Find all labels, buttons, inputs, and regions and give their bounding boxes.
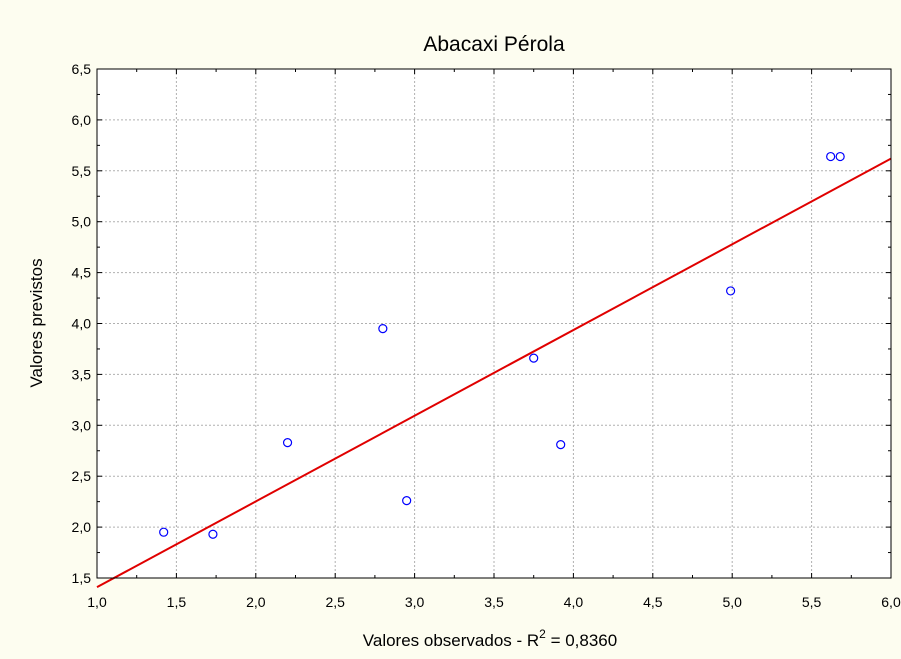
- data-point: [529, 353, 539, 363]
- y-tick-label: 6,0: [72, 112, 92, 128]
- data-point: [282, 438, 293, 448]
- y-tick-label: 5,5: [72, 163, 92, 179]
- x-tick-label: 4,0: [564, 594, 584, 610]
- data-point: [159, 527, 169, 537]
- grid-lines: [97, 69, 891, 578]
- data-point: [556, 440, 566, 450]
- y-tick-label: 3,5: [72, 366, 92, 382]
- x-tick-label: 4,5: [643, 594, 663, 610]
- x-axis-label: Valores observados - R2 = 0,8360: [363, 627, 617, 650]
- x-tick-label: 2,5: [325, 594, 345, 610]
- x-tick-label: 6,0: [881, 594, 901, 610]
- x-tick-label: 5,5: [802, 594, 822, 610]
- x-tick-label: 5,0: [722, 594, 742, 610]
- x-tick-label: 1,0: [87, 594, 107, 610]
- x-tick-label: 3,0: [405, 594, 425, 610]
- y-tick-label: 1,5: [72, 570, 92, 586]
- x-tick-label: 1,5: [167, 594, 187, 610]
- data-point: [402, 496, 412, 506]
- data-point: [826, 151, 836, 162]
- data-point: [726, 286, 736, 296]
- y-tick-label: 3,0: [72, 417, 92, 433]
- x-tick-label: 3,5: [484, 594, 504, 610]
- x-tick-label: 2,0: [246, 594, 266, 610]
- data-point: [835, 151, 845, 162]
- data-points: [159, 151, 845, 539]
- y-tick-label: 2,0: [72, 519, 92, 535]
- y-tick-label: 4,0: [72, 316, 92, 332]
- data-point: [208, 529, 218, 539]
- y-tick-labels: 1,5 2,0 2,5 3,0 3,5 4,0 4,5 5,0 5,5 6,0 6,5: [72, 61, 92, 586]
- y-tick-label: 6,5: [72, 61, 92, 77]
- x-axis-label-suffix: = 0,8360: [546, 631, 617, 650]
- x-axis-label-prefix: Valores observados - R: [363, 631, 539, 650]
- chart-title: Abacaxi Pérola: [423, 33, 565, 56]
- y-tick-label: 4,5: [72, 265, 92, 281]
- x-tick-labels: 1,0 1,5 2,0 2,5 3,0 3,5 4,0 4,5 5,0 5,5 6,0: [87, 594, 901, 610]
- y-axis-label: Valores previstos: [27, 258, 46, 387]
- plot-frame: [96, 68, 892, 579]
- y-tick-label: 2,5: [72, 468, 92, 484]
- data-point: [378, 323, 388, 334]
- regression-line: [96, 157, 892, 589]
- y-tick-label: 5,0: [72, 214, 92, 230]
- x-axis-label-superscript: 2: [539, 627, 546, 641]
